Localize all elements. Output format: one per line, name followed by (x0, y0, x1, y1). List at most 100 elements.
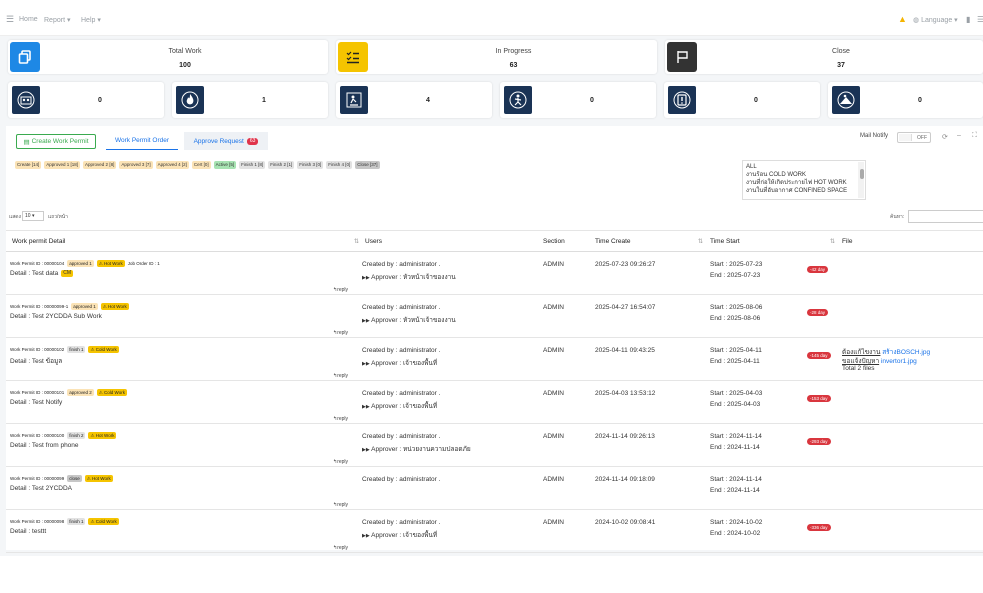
detail-line: Detail : Test Notify (10, 399, 62, 406)
approver-line: ▶▶ Approver : เจ้าของพื้นที่ (362, 530, 437, 540)
listbox-scrollbar[interactable] (858, 162, 864, 198)
file-link[interactable]: สร้างBOSCH.jpg (882, 349, 931, 356)
approver-line: ▶▶ Approver : หัวหน้าเจ้าของงาน (362, 315, 456, 325)
summary-close-card[interactable]: Close 37 (665, 40, 983, 74)
nav-report[interactable]: Report ▾ (44, 17, 71, 24)
work-type-option[interactable]: งานที่ก่อให้เกิดประกายไฟ HOT WORK (746, 180, 847, 186)
table-row[interactable]: Work Permit ID : 00000102 finish 1 ⚠ Cold … (6, 338, 983, 381)
permit-id[interactable]: Work Permit ID : 00000104 (10, 261, 65, 266)
type-card-work-at-height[interactable]: 0 (8, 82, 164, 118)
sort-icon[interactable]: ⇅ (698, 239, 704, 245)
time-start: Start : 2024-10-02 (710, 519, 763, 526)
work-type-option[interactable]: งานร้อน COLD WORK (746, 172, 806, 178)
status-badge: approved 2 (67, 389, 94, 396)
status-filter-pill[interactable]: Approved 1 [18] (44, 161, 81, 169)
status-filter-pill[interactable]: Cert [0] (191, 161, 211, 169)
table-row[interactable]: Work Permit ID : 00000100 finish 2 ⚠ Hot W… (6, 424, 983, 467)
permit-id[interactable]: Work Permit ID : 00000100 (10, 433, 65, 438)
detail-line: Detail : Test ข้อมูล (10, 356, 62, 366)
days-badge: -145 day (807, 352, 831, 359)
reply-link[interactable]: ↰reply (333, 459, 348, 465)
warning-icon: ⚠ (98, 390, 103, 395)
language-selector[interactable]: ◍ Language ▾ (913, 17, 958, 24)
status-filter-pill[interactable]: Create [14] (15, 161, 42, 169)
create-work-permit-button[interactable]: ▤ Create Work Permit (16, 134, 96, 149)
status-filter-pill[interactable]: Approved 4 [2] (155, 161, 189, 169)
col-detail[interactable]: Work permit Detail (12, 238, 66, 245)
status-filter-pill[interactable]: Finish 4 [0] (326, 161, 353, 169)
sort-icon[interactable]: ⇅ (830, 239, 836, 245)
reply-link[interactable]: ↰reply (333, 330, 348, 336)
file-link[interactable]: invertor1.jpg (880, 358, 917, 365)
time-create: 2024-10-02 09:08:41 (595, 519, 656, 526)
sort-icon[interactable]: ⇅ (354, 239, 360, 245)
per-page-label: แถว/หน้า (48, 214, 68, 220)
nav-home[interactable]: Home (19, 16, 38, 23)
table-row[interactable]: Work Permit ID : 00000099-1 approved 1 ⚠ H… (6, 295, 983, 338)
reply-link[interactable]: ↰reply (333, 416, 348, 422)
workers-icon (12, 86, 40, 114)
col-time-create[interactable]: Time Create (595, 238, 631, 245)
permit-id[interactable]: Work Permit ID : 00000099 (10, 476, 65, 481)
refresh-icon[interactable]: ⟳ (942, 134, 948, 141)
confined-space-icon (340, 86, 368, 114)
type-card-lifting[interactable]: 0 (664, 82, 820, 118)
reply-link[interactable]: ↰reply (333, 373, 348, 379)
table-row[interactable]: Work Permit ID : 00000104 approved 1 ⚠ Hot… (6, 252, 983, 295)
warning-icon[interactable]: ▲ (898, 14, 907, 24)
tab-work-permit-order[interactable]: Work Permit Order (106, 132, 178, 150)
fullscreen-icon[interactable]: ⛶ (972, 132, 977, 139)
status-filter-pill[interactable]: Finish 2 [1] (268, 161, 295, 169)
permit-id[interactable]: Work Permit ID : 00000101 (10, 390, 65, 395)
listbox-scroll-thumb[interactable] (860, 169, 864, 179)
reply-link[interactable]: ↰reply (333, 545, 348, 551)
minimize-icon[interactable]: – (957, 132, 961, 139)
status-filter-pill[interactable]: Close [37] (355, 161, 380, 169)
summary-inprogress-card[interactable]: In Progress 63 (336, 40, 657, 74)
reply-link[interactable]: ↰reply (333, 287, 348, 293)
detail-line: Detail : testtt (10, 528, 46, 535)
hamburger-menu-icon[interactable]: ☰ (6, 14, 15, 24)
reply-link[interactable]: ↰reply (333, 502, 348, 508)
bookmark-icon[interactable]: ▮ (966, 15, 971, 24)
time-end: End : 2025-07-23 (710, 272, 761, 279)
type-card-electrical[interactable]: 0 (500, 82, 656, 118)
mail-notify-toggle[interactable]: OFF (897, 132, 931, 143)
table-row[interactable]: Work Permit ID : 00000101 approved 2 ⚠ Col… (6, 381, 983, 424)
status-filter-pill[interactable]: Approved 2 [8] (83, 161, 117, 169)
col-section[interactable]: Section (543, 238, 565, 245)
permit-id[interactable]: Work Permit ID : 00000098 (10, 519, 65, 524)
work-type-option[interactable]: งานในที่อับอากาศ CONFINED SPACE (746, 188, 848, 194)
search-input[interactable] (908, 210, 983, 223)
section: ADMIN (543, 390, 564, 397)
time-create: 2025-04-27 16:54:07 (595, 304, 656, 311)
type-card-hot-work[interactable]: 1 (172, 82, 328, 118)
reply-label: reply (337, 330, 349, 336)
status-filter-pill[interactable]: Approved 3 [7] (119, 161, 153, 169)
work-type-listbox[interactable]: ALL งานร้อน COLD WORK งานที่ก่อให้เกิดประก… (742, 160, 866, 200)
permit-id[interactable]: Work Permit ID : 00000099-1 (10, 304, 69, 309)
permit-id[interactable]: Work Permit ID : 00000102 (10, 347, 65, 352)
excavation-icon (832, 86, 860, 114)
col-users[interactable]: Users (365, 238, 382, 245)
grid-menu-icon[interactable]: ☰ (977, 15, 983, 24)
status-filter-pill[interactable]: Finish 1 [8] (239, 161, 266, 169)
nav-help[interactable]: Help ▾ (81, 17, 101, 24)
type-count: 0 (590, 97, 594, 104)
page-size-select[interactable]: 10 ▾ (22, 211, 44, 221)
type-card-confined-space[interactable]: 4 (336, 82, 492, 118)
worker-climbing-icon (504, 86, 532, 114)
status-filter-pill[interactable]: Finish 3 [0] (297, 161, 324, 169)
col-file[interactable]: File (842, 238, 853, 245)
warning-icon: ⚠ (90, 433, 95, 438)
table-row[interactable]: Work Permit ID : 00000098 finish 1 ⚠ Cold … (6, 510, 983, 553)
type-count: 1 (262, 97, 266, 104)
tab-approve-request[interactable]: Approve Request 63 (184, 132, 268, 150)
work-type-option[interactable]: ALL (746, 164, 757, 170)
table-row[interactable]: Work Permit ID : 00000099 close ⚠ Hot Work… (6, 467, 983, 510)
col-time-start[interactable]: Time Start (710, 238, 740, 245)
summary-total-card[interactable]: Total Work 100 (8, 40, 328, 74)
created-by: Created by : administrator . (362, 347, 441, 354)
type-card-excavation[interactable]: 0 (828, 82, 983, 118)
status-filter-pill[interactable]: Active [5] (213, 161, 237, 169)
